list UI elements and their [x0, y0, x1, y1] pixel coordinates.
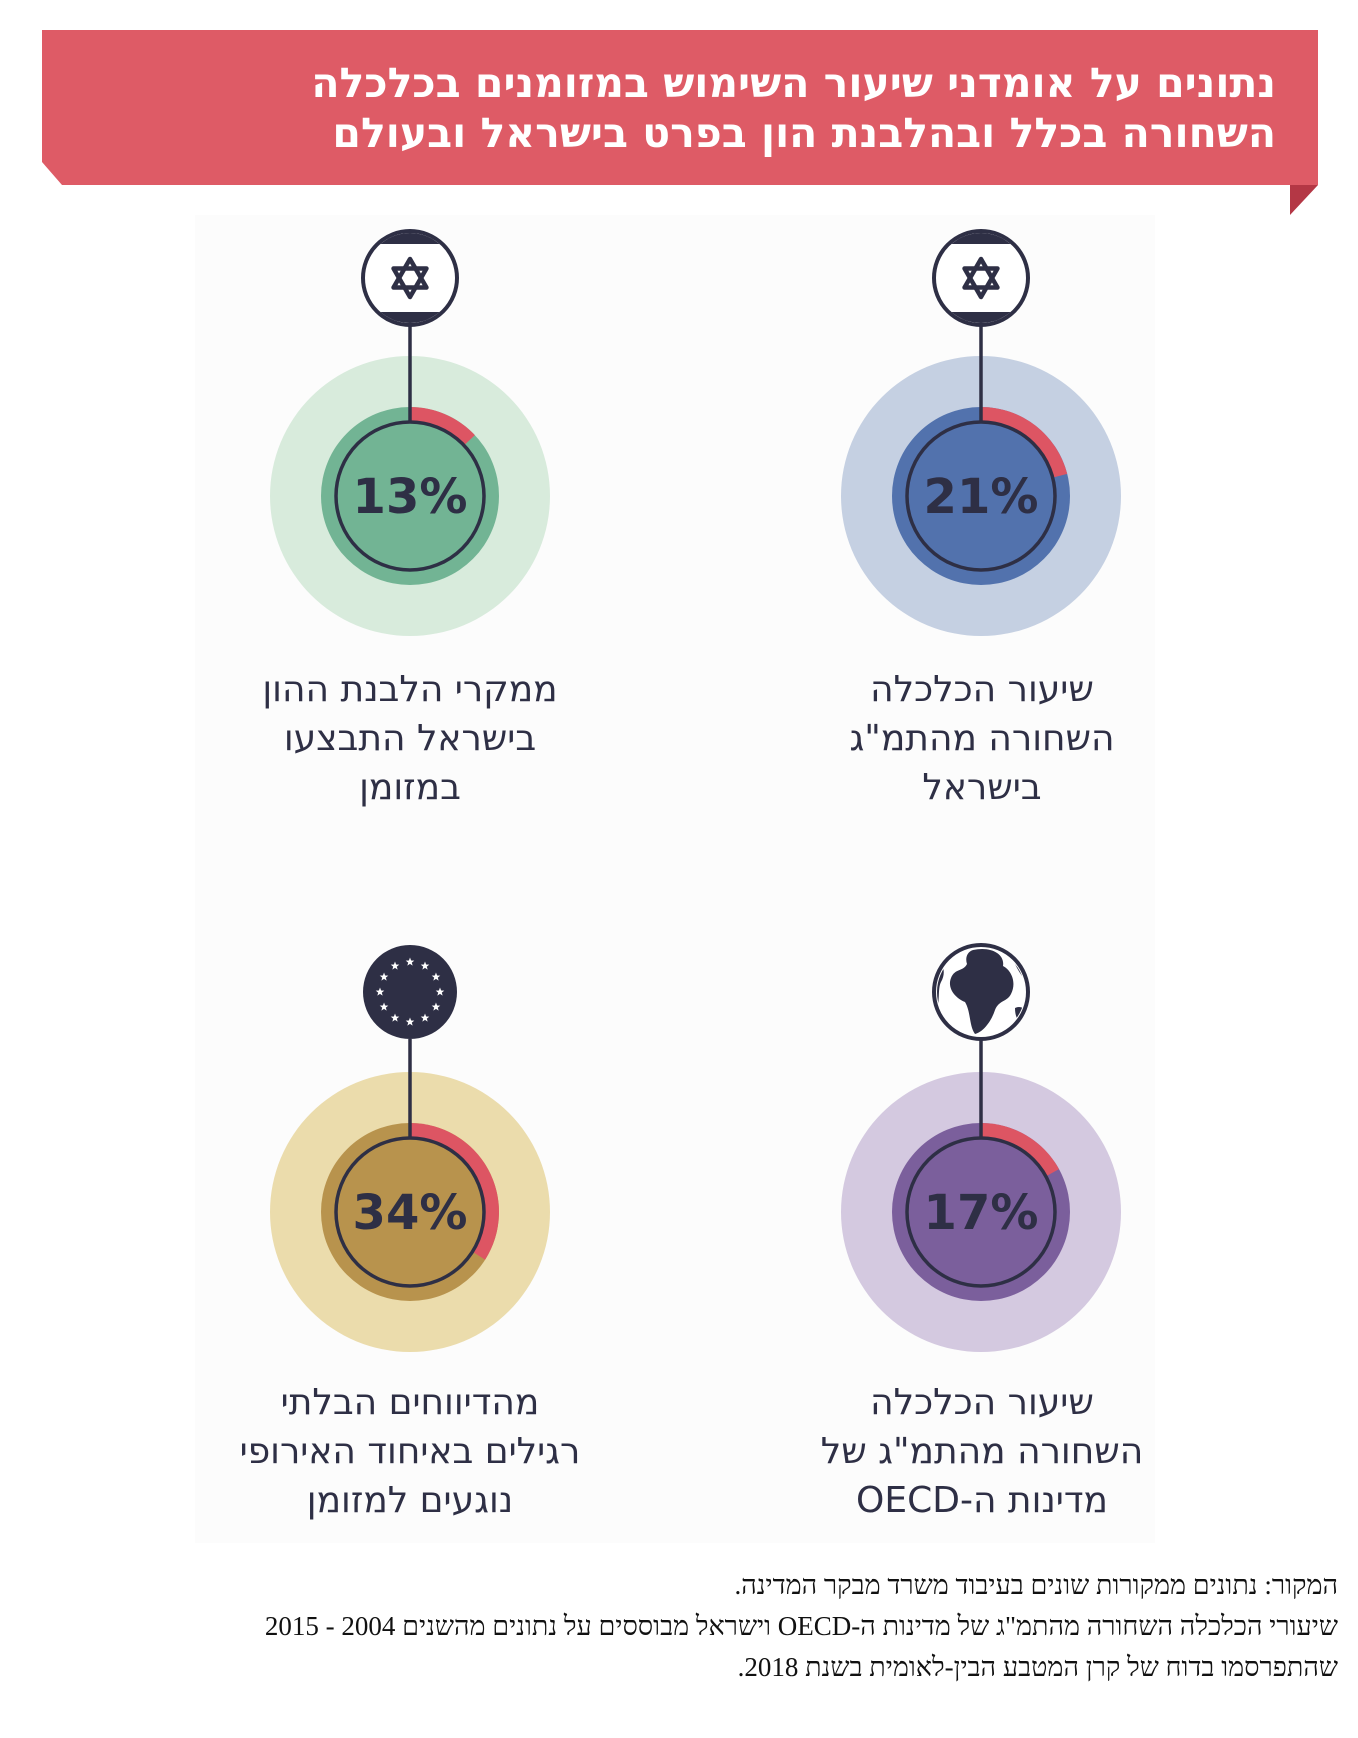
caption-israel-money-laundering: ממקרי הלבנת ההון בישראל התבצעו במזומן: [190, 665, 630, 812]
caption-israel-black-economy: שיעור הכלכלה השחורה מהתמ"ג בישראל: [762, 665, 1202, 812]
caption-line: בישראל התבצעו: [283, 718, 537, 759]
donut-chart-1: 21%: [841, 229, 1121, 636]
value-label: 13%: [353, 469, 468, 525]
israel-flag-icon: [932, 229, 1030, 327]
caption-line: שיעור הכלכלה: [870, 669, 1094, 710]
caption-line: מדינות ה-OECD: [856, 1480, 1108, 1521]
donut-chart-3: 17%: [841, 943, 1121, 1352]
value-label: 17%: [924, 1185, 1039, 1241]
caption-line: מהדיווחים הבלתי: [280, 1382, 540, 1423]
globe-icon: [932, 943, 1030, 1041]
title-banner: [42, 30, 1318, 215]
title-line-2: השחורה בכלל ובהלבנת הון בפרט בישראל ובעו…: [332, 109, 1276, 157]
caption-eu-reports: מהדיווחים הבלתי רגילים באיחוד האירופי נו…: [190, 1378, 630, 1525]
caption-line: במזומן: [359, 767, 461, 808]
center-disc: [907, 422, 1055, 570]
center-disc: [336, 422, 484, 570]
banner-ribbon: [42, 30, 1318, 185]
center-disc: [907, 1138, 1055, 1286]
caption-line: שיעור הכלכלה: [870, 1382, 1094, 1423]
caption-line: רגילים באיחוד האירופי: [239, 1431, 581, 1472]
charts-grid: 21% 13% 17% 34%: [270, 229, 1121, 1352]
banner-fold: [1290, 185, 1318, 215]
source-line-2: שיעורי הכלכלה השחורה מהתמ"ג של מדינות ה-…: [264, 1611, 1338, 1641]
value-label: 21%: [924, 469, 1039, 525]
caption-line: השחורה מהתמ"ג: [849, 718, 1115, 759]
israel-flag-icon: [361, 229, 459, 327]
eu-flag-icon: [363, 945, 457, 1039]
caption-line: בישראל: [922, 767, 1042, 808]
caption-line: השחורה מהתמ"ג של: [820, 1431, 1144, 1472]
value-label: 34%: [353, 1185, 468, 1241]
source-line-3: שהתפרסמו בדוח של קרן המטבע הבין-לאומית ב…: [737, 1652, 1338, 1682]
page-title: נתונים על אומדני שיעור השימוש במזומנים ב…: [311, 58, 1276, 158]
caption-line: נוגעים למזומן: [306, 1480, 514, 1521]
caption-line: ממקרי הלבנת ההון: [262, 669, 558, 710]
caption-oecd-black-economy: שיעור הכלכלה השחורה מהתמ"ג של מדינות ה-O…: [762, 1378, 1202, 1525]
title-line-1: נתונים על אומדני שיעור השימוש במזומנים ב…: [311, 59, 1276, 107]
source-note: המקור: נתונים ממקורות שונים בעיבוד משרד …: [265, 1565, 1338, 1688]
center-disc: [336, 1138, 484, 1286]
source-line-1: המקור: נתונים ממקורות שונים בעיבוד משרד …: [734, 1570, 1338, 1600]
donut-chart-2: 13%: [270, 229, 550, 636]
donut-chart-4: 34%: [270, 945, 550, 1352]
